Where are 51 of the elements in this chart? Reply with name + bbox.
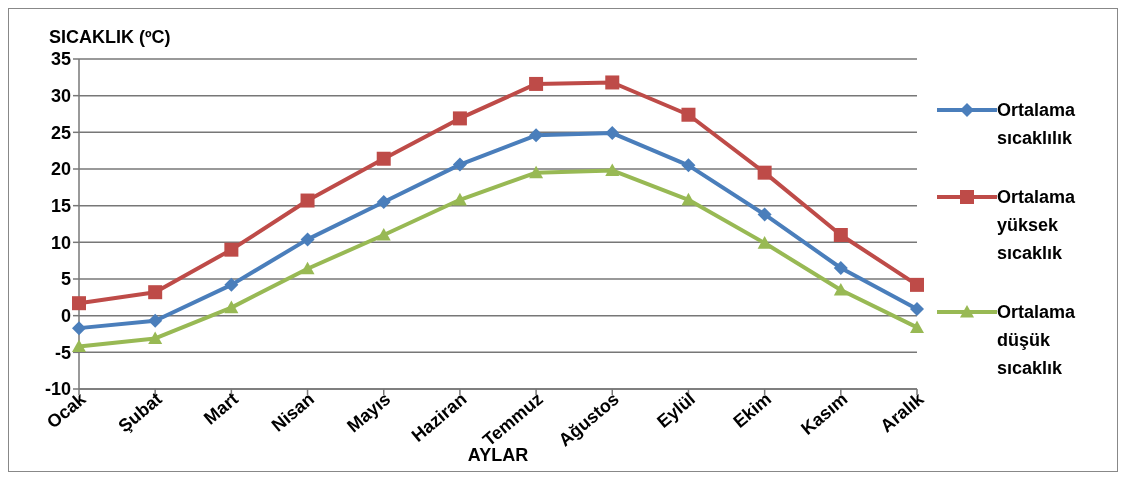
point <box>529 165 544 179</box>
point <box>605 163 620 177</box>
y-tick-label: -10 <box>44 379 71 400</box>
point <box>833 228 848 242</box>
point <box>910 320 924 333</box>
y-tick-label: 0 <box>60 306 71 327</box>
point <box>452 157 467 172</box>
point <box>72 321 86 336</box>
point <box>224 242 239 257</box>
legend-label: Ortalama yüksek sıcaklık <box>997 185 1077 265</box>
point <box>833 261 848 275</box>
point <box>681 192 696 206</box>
point <box>833 283 848 296</box>
point <box>529 76 544 91</box>
point <box>757 207 772 222</box>
point <box>452 111 467 126</box>
legend-label: Ortalama sıcaklılık <box>997 98 1077 150</box>
y-axis-title: SICAKLIK (ºC) <box>49 27 171 48</box>
point <box>452 192 467 206</box>
point <box>681 107 696 122</box>
y-tick-label: -5 <box>54 342 71 363</box>
y-tick-label: 10 <box>50 232 71 253</box>
point <box>72 296 86 311</box>
point <box>224 300 239 314</box>
point <box>757 165 772 180</box>
y-tick-label: 15 <box>50 196 71 217</box>
point <box>605 75 620 90</box>
point <box>224 277 239 292</box>
point <box>910 302 924 317</box>
point <box>300 193 315 208</box>
point <box>148 285 163 300</box>
point <box>376 195 391 209</box>
point <box>376 228 391 241</box>
point <box>529 128 544 143</box>
y-tick-label: 25 <box>50 122 71 143</box>
point <box>300 261 315 275</box>
point <box>72 339 86 353</box>
y-tick-label: 5 <box>60 269 71 290</box>
x-axis-title: AYLAR <box>467 445 529 465</box>
point <box>148 313 163 328</box>
legend-label: Ortalama düşük sıcaklık <box>997 300 1077 380</box>
point <box>148 331 163 344</box>
point <box>376 151 391 166</box>
y-tick-label: 30 <box>50 86 71 107</box>
point <box>757 236 772 249</box>
point <box>681 158 696 173</box>
point <box>605 126 620 141</box>
point <box>300 232 315 247</box>
y-tick-label: 20 <box>50 159 71 180</box>
point <box>910 277 924 292</box>
y-tick-label: 35 <box>50 49 71 70</box>
